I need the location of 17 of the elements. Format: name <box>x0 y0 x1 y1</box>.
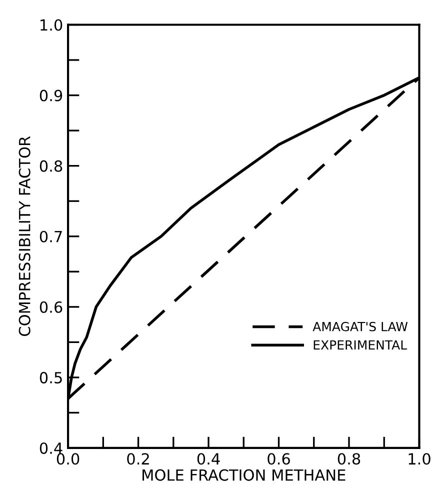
x-tick-label: 0.8 <box>338 453 360 465</box>
legend-label: EXPERIMENTAL <box>314 340 408 350</box>
y-tick-label: 0.4 <box>40 442 62 454</box>
x-tick-label: 1.0 <box>408 453 430 465</box>
y-axis-title: COMPRESSIBILITY FACTOR <box>18 136 30 336</box>
x-tick-label: 0.0 <box>56 453 80 465</box>
x-tick-label: 0.2 <box>127 453 149 465</box>
y-tick-label: 0.8 <box>40 160 62 172</box>
y-tick-label: 0.6 <box>40 301 62 313</box>
y-tick-label: 0.9 <box>40 90 62 102</box>
x-tick-label: 0.4 <box>197 453 220 465</box>
y-tick-label: 0.5 <box>40 372 62 384</box>
x-axis-title: MOLE FRACTION METHANE <box>142 469 346 481</box>
y-tick-label: 0.7 <box>40 230 62 242</box>
y-tick-label: 1.0 <box>40 19 62 31</box>
legend-label: AMAGAT'S LAW <box>312 322 408 332</box>
x-tick-label: 0.6 <box>268 453 290 465</box>
